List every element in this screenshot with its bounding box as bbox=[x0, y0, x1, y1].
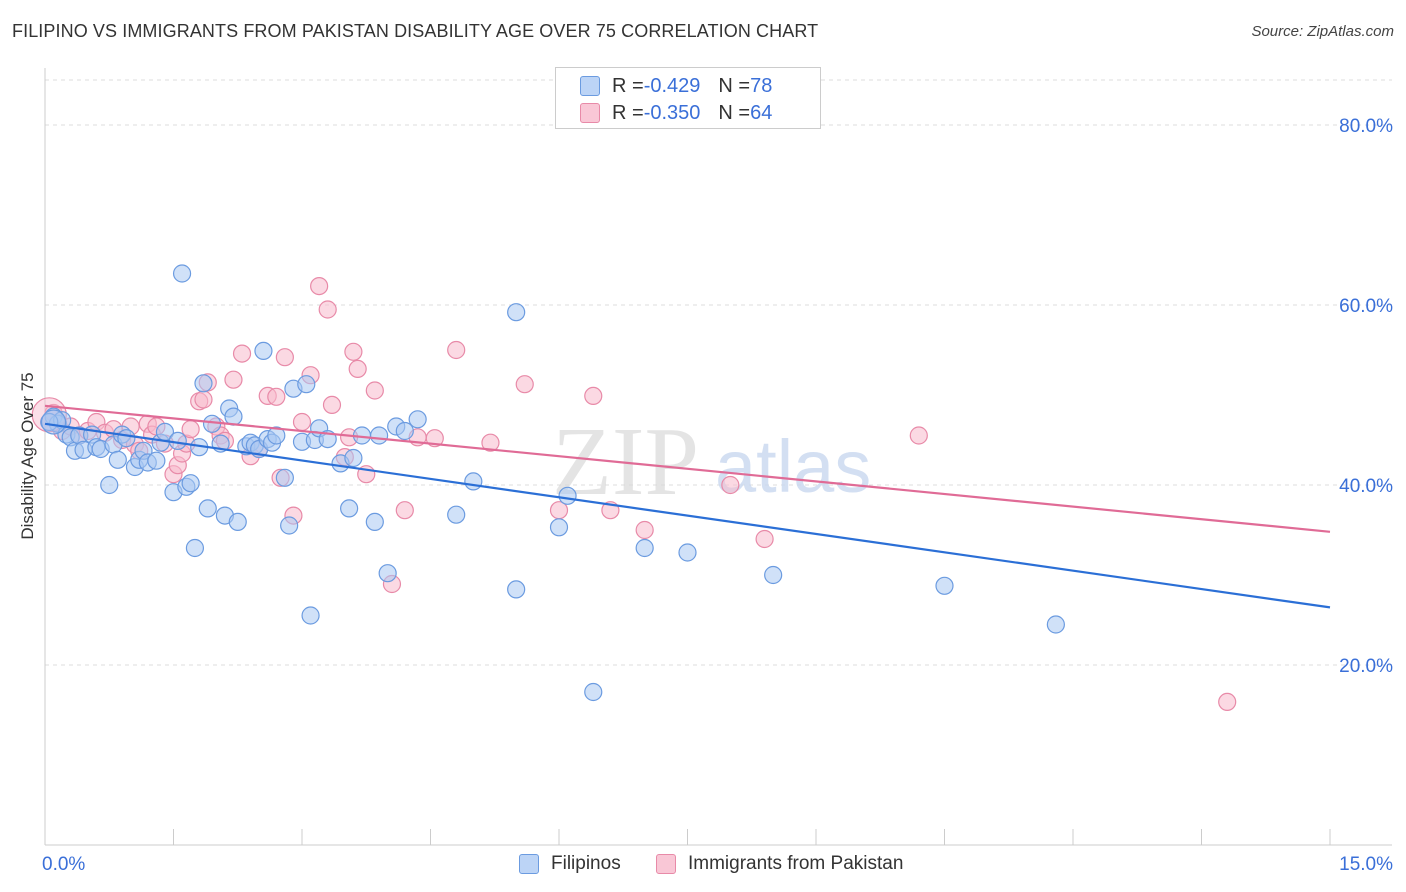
y-axis-label: Disability Age Over 75 bbox=[18, 372, 37, 539]
correlation-legend: R = -0.429 N = 78 R = -0.350 N = 64 bbox=[555, 67, 821, 129]
point-filipinos bbox=[194, 374, 213, 393]
bottom-legend-label-filipinos: Filipinos bbox=[551, 853, 621, 874]
point-pakistan bbox=[395, 501, 414, 520]
point-pakistan bbox=[267, 387, 286, 406]
legend-r-label-2: R = bbox=[612, 101, 644, 124]
point-filipinos bbox=[549, 518, 569, 537]
trend-line-pakistan bbox=[44, 404, 1331, 533]
bottom-legend-label-pakistan: Immigrants from Pakistan bbox=[688, 853, 904, 874]
point-filipinos bbox=[764, 565, 783, 585]
point-filipinos bbox=[280, 516, 299, 535]
point-pakistan bbox=[310, 277, 329, 296]
legend-r-value-1: -0.429 bbox=[643, 74, 701, 97]
point-pakistan bbox=[344, 342, 363, 361]
trend-line-filipinos bbox=[44, 422, 1331, 609]
point-pakistan bbox=[635, 520, 654, 540]
legend-n-label-1: N = bbox=[718, 74, 751, 97]
trend-lines bbox=[44, 404, 1331, 609]
legend-row-pakistan: R = -0.350 N = 64 bbox=[580, 100, 772, 126]
point-filipinos bbox=[228, 512, 247, 532]
point-filipinos bbox=[507, 580, 526, 599]
point-filipinos bbox=[267, 426, 286, 445]
point-filipinos-cluster bbox=[40, 409, 67, 435]
bottom-legend-swatch-blue bbox=[519, 854, 539, 874]
x-tick-label-min: 0.0% bbox=[42, 854, 85, 875]
point-filipinos bbox=[447, 505, 466, 524]
point-filipinos bbox=[147, 451, 166, 470]
point-pakistan bbox=[515, 375, 534, 394]
point-filipinos bbox=[408, 410, 427, 429]
point-pakistan bbox=[721, 475, 740, 495]
point-filipinos bbox=[198, 499, 217, 518]
watermark: ZIP atlas bbox=[552, 408, 871, 516]
point-filipinos bbox=[370, 426, 389, 445]
point-filipinos bbox=[185, 538, 205, 558]
point-filipinos bbox=[395, 421, 414, 441]
x-tick-label-max: 15.0% bbox=[1339, 854, 1393, 875]
point-filipinos bbox=[224, 407, 243, 426]
point-pakistan bbox=[322, 395, 342, 414]
legend-swatch-blue bbox=[580, 76, 600, 96]
point-pakistan bbox=[365, 381, 384, 400]
point-pakistan bbox=[584, 386, 603, 405]
point-pakistan bbox=[348, 359, 367, 378]
point-filipinos bbox=[275, 468, 294, 487]
point-filipinos bbox=[108, 450, 127, 469]
source-label: Source: ZipAtlas.com bbox=[1251, 23, 1394, 40]
point-pakistan bbox=[292, 412, 312, 432]
point-filipinos bbox=[558, 486, 577, 505]
point-filipinos bbox=[344, 448, 363, 468]
point-pakistan bbox=[275, 348, 294, 367]
series-filipinos-points bbox=[40, 264, 1065, 702]
legend-n-value-2: 64 bbox=[750, 101, 773, 124]
y-tick-label: 40.0% bbox=[1339, 476, 1393, 497]
point-filipinos bbox=[584, 682, 603, 702]
legend-r-label-1: R = bbox=[612, 74, 644, 97]
legend-r-value-2: -0.350 bbox=[643, 101, 701, 124]
point-filipinos bbox=[507, 303, 526, 322]
point-pakistan bbox=[224, 370, 243, 389]
legend-row-filipinos: R = -0.429 N = 78 bbox=[580, 73, 772, 99]
legend-n-label-2: N = bbox=[718, 101, 751, 124]
point-pakistan bbox=[232, 344, 252, 363]
point-filipinos bbox=[340, 499, 359, 518]
point-filipinos bbox=[365, 512, 384, 532]
point-filipinos bbox=[1046, 615, 1065, 634]
point-pakistan bbox=[425, 429, 444, 448]
point-pakistan bbox=[909, 426, 928, 445]
point-filipinos bbox=[678, 543, 697, 562]
bottom-legend-filipinos: Filipinos bbox=[519, 852, 621, 876]
legend-n-value-1: 78 bbox=[750, 74, 773, 97]
point-pakistan bbox=[755, 529, 774, 549]
axes bbox=[44, 68, 1392, 846]
point-pakistan bbox=[194, 390, 213, 409]
point-filipinos bbox=[181, 474, 200, 493]
point-filipinos bbox=[172, 264, 192, 283]
y-tick-label: 60.0% bbox=[1339, 296, 1393, 317]
point-filipinos bbox=[297, 375, 316, 394]
y-tick-label: 80.0% bbox=[1339, 116, 1393, 137]
point-filipinos bbox=[100, 475, 119, 495]
point-filipinos bbox=[254, 341, 273, 360]
point-filipinos bbox=[117, 429, 136, 448]
point-filipinos bbox=[378, 564, 397, 583]
point-pakistan bbox=[447, 340, 466, 360]
point-pakistan bbox=[1218, 692, 1237, 712]
y-tick-label: 20.0% bbox=[1339, 656, 1393, 677]
chart-title: FILIPINO VS IMMIGRANTS FROM PAKISTAN DIS… bbox=[12, 21, 819, 41]
axis-labels: 20.0% 40.0% 60.0% 80.0% 0.0% 15.0% Disability … bbox=[18, 116, 1393, 875]
legend-swatch-pink bbox=[580, 103, 600, 123]
point-filipinos bbox=[935, 576, 954, 595]
point-filipinos bbox=[464, 472, 483, 491]
bottom-legend-pakistan: Immigrants from Pakistan bbox=[656, 852, 903, 876]
point-pakistan bbox=[318, 300, 337, 319]
point-filipinos bbox=[635, 538, 654, 558]
point-pakistan bbox=[481, 433, 500, 452]
point-filipinos bbox=[301, 606, 320, 625]
watermark-atlas: atlas bbox=[715, 425, 871, 508]
point-filipinos bbox=[40, 412, 59, 432]
gridlines bbox=[45, 79, 1392, 666]
bottom-legend-swatch-pink bbox=[656, 854, 676, 874]
